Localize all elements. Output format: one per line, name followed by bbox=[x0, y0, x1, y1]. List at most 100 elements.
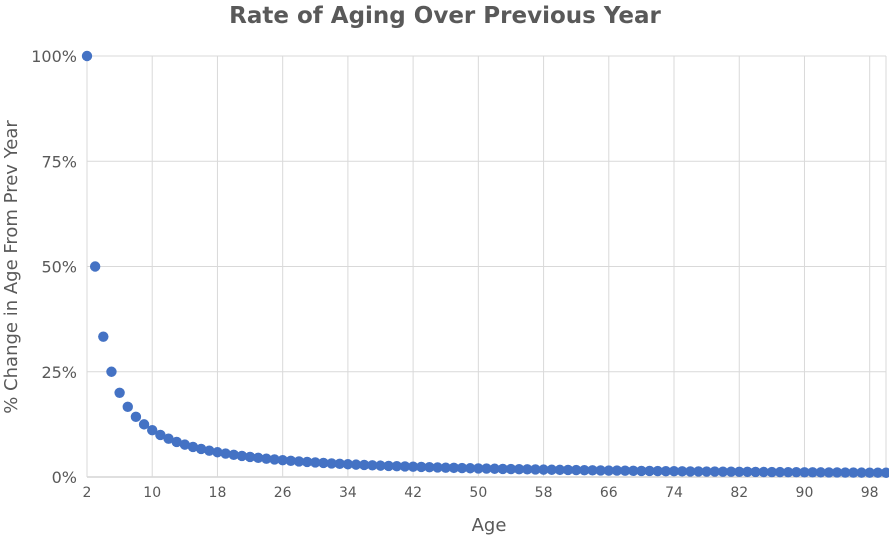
data-point bbox=[155, 429, 166, 441]
data-point bbox=[554, 464, 566, 476]
x-tick-label: 26 bbox=[274, 485, 292, 501]
x-tick-label: 98 bbox=[861, 485, 879, 501]
data-point bbox=[831, 467, 843, 478]
data-point bbox=[416, 461, 427, 473]
x-tick-label: 50 bbox=[469, 485, 487, 501]
data-point bbox=[464, 463, 476, 474]
data-point bbox=[432, 462, 443, 473]
data-point bbox=[195, 443, 207, 455]
data-point bbox=[505, 463, 517, 475]
x-axis-ticks: 2 10 18 26 34 42 50 58 66 74 82 90 98 bbox=[83, 485, 879, 501]
data-point bbox=[448, 462, 460, 474]
data-point bbox=[204, 445, 215, 456]
data-point bbox=[122, 401, 133, 413]
data-point bbox=[228, 449, 239, 461]
data-point bbox=[285, 455, 297, 466]
data-point bbox=[326, 458, 337, 469]
data-point bbox=[318, 457, 329, 469]
data-point bbox=[742, 466, 753, 478]
y-axis-ticks: 0% 25% 50% 75% 100% bbox=[31, 47, 77, 487]
x-tick-label: 58 bbox=[535, 485, 553, 501]
data-point bbox=[587, 465, 598, 476]
data-point bbox=[864, 467, 875, 478]
data-point bbox=[880, 467, 889, 478]
x-axis-label: Age bbox=[472, 515, 507, 536]
data-point bbox=[440, 462, 451, 473]
data-point bbox=[570, 464, 582, 476]
data-point bbox=[693, 466, 704, 477]
data-point bbox=[725, 466, 737, 477]
data-point bbox=[350, 459, 362, 470]
data-point bbox=[261, 453, 272, 464]
data-point bbox=[106, 366, 117, 377]
data-point bbox=[375, 460, 386, 471]
data-point bbox=[546, 464, 557, 475]
data-point bbox=[530, 464, 541, 475]
data-point bbox=[163, 433, 174, 444]
y-tick-label: 0% bbox=[52, 468, 77, 487]
data-point bbox=[701, 466, 712, 477]
data-point bbox=[660, 465, 672, 477]
data-point bbox=[758, 466, 769, 478]
data-point bbox=[791, 467, 802, 478]
data-point bbox=[399, 461, 411, 472]
data-point bbox=[383, 460, 394, 472]
data-point bbox=[848, 467, 859, 478]
data-point bbox=[799, 467, 810, 478]
data-point bbox=[538, 464, 549, 475]
x-tick-label: 74 bbox=[665, 485, 683, 501]
data-point bbox=[473, 463, 484, 474]
x-tick-label: 34 bbox=[339, 485, 357, 501]
data-point bbox=[342, 459, 354, 470]
y-tick-label: 25% bbox=[41, 363, 77, 382]
data-point bbox=[253, 452, 264, 464]
data-point bbox=[734, 466, 745, 478]
data-point bbox=[367, 460, 378, 471]
data-point bbox=[98, 331, 109, 342]
y-axis-label: % Change in Age From Prev Year bbox=[1, 120, 22, 414]
data-point bbox=[187, 441, 199, 453]
x-tick-label: 90 bbox=[796, 485, 814, 501]
y-tick-label: 50% bbox=[41, 258, 77, 277]
data-point bbox=[513, 464, 525, 475]
data-point bbox=[644, 465, 655, 477]
x-tick-label: 42 bbox=[404, 485, 422, 501]
data-point bbox=[481, 463, 492, 474]
data-point bbox=[685, 466, 696, 477]
data-point bbox=[807, 467, 818, 478]
data-point bbox=[310, 457, 321, 468]
data-point bbox=[171, 436, 182, 448]
x-tick-label: 10 bbox=[143, 485, 161, 501]
data-point bbox=[709, 466, 720, 477]
data-point bbox=[611, 465, 623, 476]
data-point bbox=[489, 463, 500, 474]
data-point bbox=[81, 50, 93, 62]
data-point bbox=[652, 465, 663, 477]
data-point bbox=[334, 458, 345, 470]
chart-title: Rate of Aging Over Previous Year bbox=[229, 3, 661, 29]
data-point bbox=[424, 461, 435, 473]
data-point bbox=[138, 419, 150, 430]
data-point bbox=[212, 447, 223, 458]
data-point bbox=[456, 462, 468, 474]
data-point bbox=[277, 454, 288, 466]
data-point bbox=[114, 387, 125, 398]
x-tick-label: 18 bbox=[209, 485, 227, 501]
data-point bbox=[562, 464, 574, 476]
data-point bbox=[269, 454, 280, 465]
x-tick-label: 66 bbox=[600, 485, 618, 501]
data-point bbox=[872, 467, 884, 478]
x-tick-label: 2 bbox=[83, 485, 92, 501]
data-point bbox=[774, 466, 786, 478]
data-point bbox=[579, 465, 590, 476]
data-point bbox=[391, 461, 403, 472]
data-point bbox=[823, 467, 835, 478]
data-point bbox=[359, 459, 370, 471]
data-point bbox=[595, 465, 606, 476]
y-tick-label: 100% bbox=[31, 47, 77, 66]
data-point bbox=[301, 456, 313, 468]
data-point bbox=[619, 465, 631, 476]
data-point bbox=[220, 448, 231, 459]
